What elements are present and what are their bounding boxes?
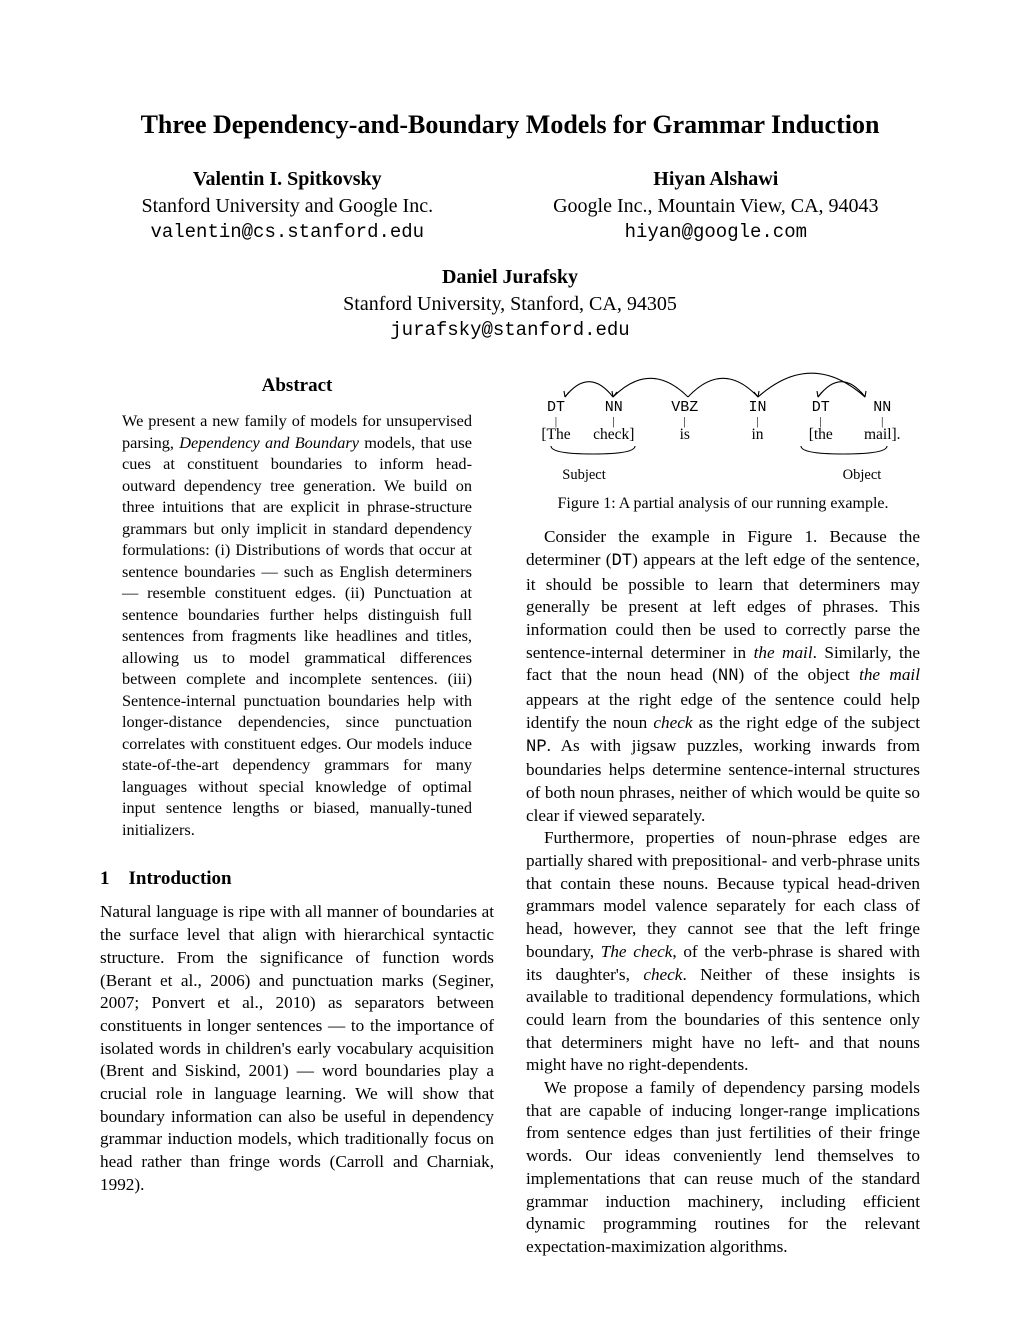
author-right: Hiyan Alshawi Google Inc., Mountain View… <box>553 166 878 246</box>
author-left: Valentin I. Spitkovsky Stanford Universi… <box>141 166 433 246</box>
token-word: is <box>649 426 722 444</box>
figure-caption: Figure 1: A partial analysis of our runn… <box>526 493 920 514</box>
right-para-3: We propose a family of dependency parsin… <box>526 1077 920 1259</box>
bar-icon: | <box>583 417 645 427</box>
token-word: check] <box>583 426 645 444</box>
brace-labels: Subject Object <box>526 466 920 485</box>
token-word: in <box>725 426 790 444</box>
right-para-1: Consider the example in Figure 1. Becaus… <box>526 526 920 827</box>
author-name: Daniel Jurafsky <box>100 264 920 291</box>
token: VBZ|is <box>649 399 722 444</box>
author-email: jurafsky@stanford.edu <box>100 318 920 344</box>
intro-paragraph: Natural language is ripe with all manner… <box>100 901 494 1196</box>
right-para-2: Furthermore, properties of noun-phrase e… <box>526 827 920 1077</box>
author-email: hiyan@google.com <box>553 220 878 246</box>
author-email: valentin@cs.stanford.edu <box>141 220 433 246</box>
brace-svg <box>543 444 903 464</box>
abstract-heading: Abstract <box>100 373 494 398</box>
author-name: Valentin I. Spitkovsky <box>141 166 433 193</box>
author-row: Valentin I. Spitkovsky Stanford Universi… <box>100 166 920 246</box>
page: Three Dependency-and-Boundary Models for… <box>0 0 1020 1320</box>
brace-object: Object <box>812 466 912 485</box>
author-affiliation: Stanford University and Google Inc. <box>141 193 433 220</box>
bar-icon: | <box>852 417 914 427</box>
author-center: Daniel Jurafsky Stanford University, Sta… <box>100 264 920 344</box>
author-affiliation: Google Inc., Mountain View, CA, 94043 <box>553 193 878 220</box>
token: DT|[The <box>533 399 579 444</box>
paper-title: Three Dependency-and-Boundary Models for… <box>100 110 920 140</box>
two-column-body: Abstract We present a new family of mode… <box>100 365 920 1258</box>
bar-icon: | <box>725 417 790 427</box>
brace-subject: Subject <box>534 466 634 485</box>
token: DT|[the <box>794 399 848 444</box>
author-affiliation: Stanford University, Stanford, CA, 94305 <box>100 291 920 318</box>
parse-arcs <box>543 365 903 399</box>
bar-icon: | <box>794 417 848 427</box>
left-column: Abstract We present a new family of mode… <box>100 365 494 1258</box>
parse-tokens: DT|[TheNN|check]VBZ|isIN|inDT|[theNN|mai… <box>526 399 920 444</box>
figure-1: DT|[TheNN|check]VBZ|isIN|inDT|[theNN|mai… <box>526 365 920 485</box>
token-word: mail]. <box>852 426 914 444</box>
token-word: [The <box>533 426 579 444</box>
abstract-body: We present a new family of models for un… <box>122 410 472 840</box>
author-name: Hiyan Alshawi <box>553 166 878 193</box>
token: NN|check] <box>583 399 645 444</box>
bar-icon: | <box>649 417 722 427</box>
bar-icon: | <box>533 417 579 427</box>
section-heading: 1 Introduction <box>100 866 494 891</box>
right-column: DT|[TheNN|check]VBZ|isIN|inDT|[theNN|mai… <box>526 365 920 1258</box>
token: NN|mail]. <box>852 399 914 444</box>
token: IN|in <box>725 399 790 444</box>
token-word: [the <box>794 426 848 444</box>
